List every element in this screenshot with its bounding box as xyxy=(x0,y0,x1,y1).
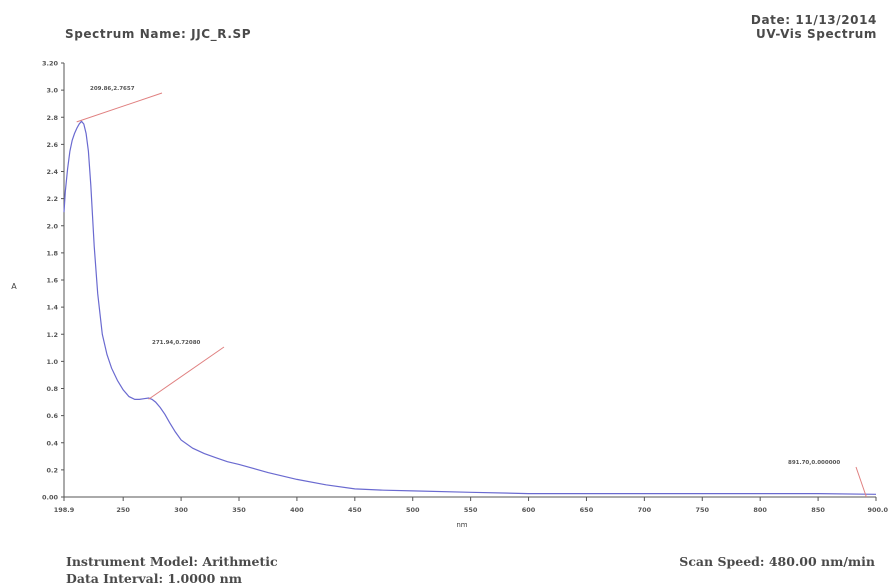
annotation-label: 271.94,0.72080 xyxy=(152,340,201,346)
annotation-leader xyxy=(148,346,225,400)
spectrum-name: Spectrum Name: JJC_R.SP xyxy=(65,27,252,41)
y-tick-label: 1.0 xyxy=(46,358,58,366)
spectrum-chart: 0.00 0.2 0.4 0.6 0.8 1.0 1.2 1.4 1.6 1.8 2.0 2.2 2.4… xyxy=(11,60,888,530)
y-tick-label: 2.4 xyxy=(46,168,58,176)
x-tick-label: 900.0 xyxy=(867,506,888,514)
y-tick-label: 1.8 xyxy=(46,249,58,257)
x-axis-ticks: 198.9 250 300 350 400 450 500 550 600 650 700 750 80… xyxy=(54,497,888,514)
y-tick-label: 1.4 xyxy=(46,304,58,312)
x-tick-label: 650 xyxy=(580,506,594,514)
spectrum-type: UV-Vis Spectrum xyxy=(756,27,877,41)
y-tick-label: 0.4 xyxy=(46,439,58,447)
chart-axes xyxy=(63,63,876,498)
x-tick-label: 750 xyxy=(695,506,709,514)
series-layer xyxy=(63,120,877,495)
annotation-leader xyxy=(76,92,163,123)
report-date: Date: 11/13/2014 xyxy=(750,13,877,27)
x-tick-label: 250 xyxy=(116,506,130,514)
x-tick-label: 850 xyxy=(811,506,825,514)
y-tick-label: 2.6 xyxy=(46,141,58,149)
x-tick-label: 550 xyxy=(464,506,478,514)
x-tick-label: 400 xyxy=(290,506,304,514)
x-tick-label: 350 xyxy=(232,506,246,514)
data-interval: Data Interval: 1.0000 nm xyxy=(66,571,242,586)
annotation-label: 891.70,0.000000 xyxy=(788,460,840,466)
y-tick-label: 1.6 xyxy=(46,277,58,285)
y-tick-label: 2.0 xyxy=(46,222,58,230)
x-tick-label: 800 xyxy=(753,506,767,514)
y-tick-label: 0.6 xyxy=(46,412,58,420)
x-tick-label: 600 xyxy=(522,506,536,514)
scan-speed: Scan Speed: 480.00 nm/min xyxy=(679,554,875,569)
x-tick-label: 300 xyxy=(174,506,188,514)
y-tick-label: 0.8 xyxy=(46,385,58,393)
y-tick-label: 1.2 xyxy=(46,331,58,339)
absorbance-line xyxy=(63,120,877,495)
y-tick-label: 2.8 xyxy=(46,114,58,122)
y-axis-label: A xyxy=(11,282,17,291)
y-axis-ticks: 0.00 0.2 0.4 0.6 0.8 1.0 1.2 1.4 1.6 1.8 2.0 2.2 2.4… xyxy=(42,60,64,502)
annotation-label: 209.86,2.7657 xyxy=(90,86,135,92)
annotation-layer: 209.86,2.7657 271.94,0.72080 891.70,0.0000… xyxy=(76,86,867,498)
x-tick-label: 450 xyxy=(348,506,362,514)
x-tick-label: 198.9 xyxy=(54,506,75,514)
y-tick-label: 3.20 xyxy=(42,60,59,68)
y-tick-label: 0.2 xyxy=(46,466,58,474)
x-tick-label: 500 xyxy=(406,506,420,514)
y-tick-label: 3.0 xyxy=(46,87,58,95)
x-tick-label: 700 xyxy=(638,506,652,514)
annotation-leader xyxy=(855,466,867,498)
y-tick-label: 2.2 xyxy=(46,195,58,203)
y-tick-label: 0.00 xyxy=(42,494,59,502)
instrument-model: Instrument Model: Arithmetic xyxy=(66,554,278,569)
x-axis-label: nm xyxy=(456,521,467,529)
